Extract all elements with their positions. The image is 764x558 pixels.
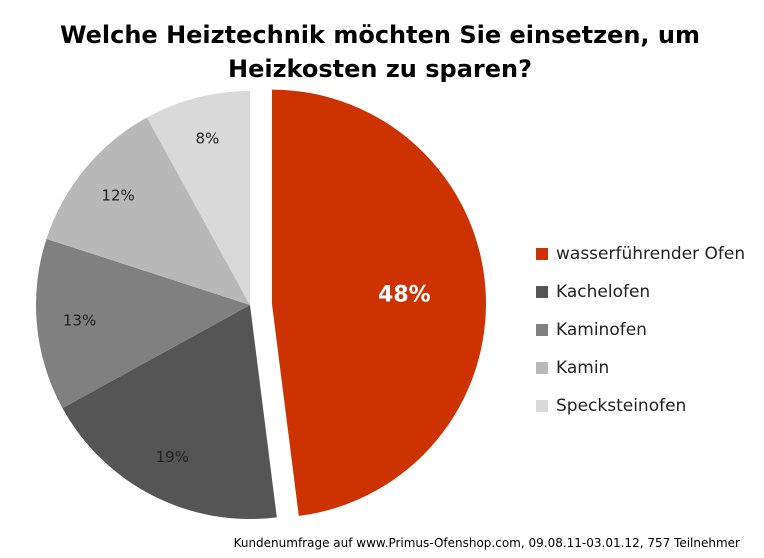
legend-label: Kamin [556, 358, 610, 378]
legend-swatch [536, 248, 548, 260]
chart-title-line-2: Heizkosten zu sparen? [227, 55, 533, 83]
legend-label: Specksteinofen [556, 396, 687, 416]
pie-slice [36, 238, 251, 409]
legend-item: wasserführender Ofen [536, 235, 745, 273]
legend-item: Kamin [536, 349, 745, 387]
pie-slice [271, 89, 486, 516]
footnote: Kundenumfrage auf www.Primus-Ofenshop.co… [233, 536, 740, 550]
pie-slice [62, 305, 277, 520]
chart-title-line-1: Welche Heiztechnik möchten Sie einsetzen… [60, 21, 700, 49]
legend-swatch [536, 324, 548, 336]
pie-slice-label: 8% [196, 130, 220, 148]
pie-slice-label: 48% [378, 282, 431, 307]
pie-slice [146, 91, 250, 305]
pie-slice-label: 12% [101, 186, 134, 204]
pie-slice-label: 13% [63, 312, 96, 330]
legend-label: Kachelofen [556, 282, 651, 302]
legend-item: Kaminofen [536, 311, 745, 349]
pie-slice [46, 117, 250, 305]
legend-label: Kaminofen [556, 320, 647, 340]
legend-item: Specksteinofen [536, 387, 745, 425]
legend-swatch [536, 286, 548, 298]
legend-swatch [536, 362, 548, 374]
legend-item: Kachelofen [536, 273, 745, 311]
legend-swatch [536, 400, 548, 412]
chart-legend: wasserführender Ofen Kachelofen Kaminofe… [536, 235, 745, 425]
chart-title: Welche Heiztechnik möchten Sie einsetzen… [60, 18, 700, 86]
legend-label: wasserführender Ofen [556, 244, 746, 264]
pie-slice-label: 19% [156, 448, 189, 466]
